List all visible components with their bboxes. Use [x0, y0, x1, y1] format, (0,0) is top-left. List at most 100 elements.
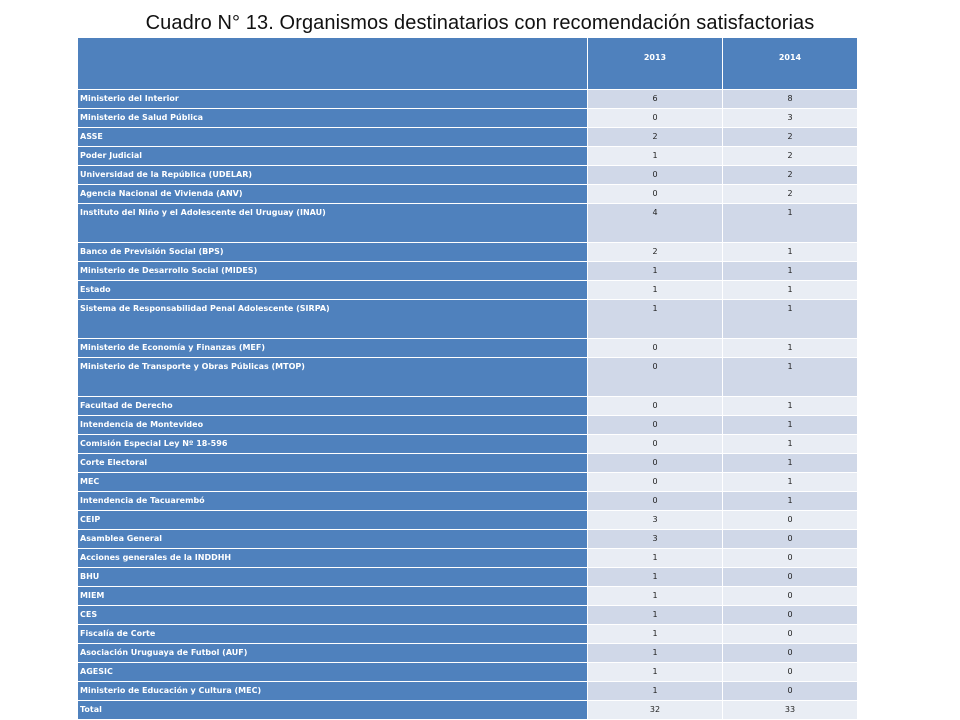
value-2013-cell: 0 [588, 473, 723, 492]
value-2014-cell: 0 [723, 568, 858, 587]
value-2013-cell: 1 [588, 625, 723, 644]
organismo-cell: Ministerio de Salud Pública [78, 109, 588, 128]
value-2014-cell: 1 [723, 397, 858, 416]
organismo-cell: Ministerio de Economía y Finanzas (MEF) [78, 339, 588, 358]
table-row: Intendencia de Tacuarembó 0 1 [78, 492, 858, 511]
value-2014-cell: 2 [723, 166, 858, 185]
table-row: Corte Electoral 0 1 [78, 454, 858, 473]
value-2014-cell: 2 [723, 185, 858, 204]
value-2014-cell: 1 [723, 416, 858, 435]
value-2013-cell: 1 [588, 663, 723, 682]
value-2013-cell: 1 [588, 568, 723, 587]
organismo-cell: Instituto del Niño y el Adolescente del … [78, 204, 588, 243]
table-row: Universidad de la República (UDELAR) 0 2 [78, 166, 858, 185]
value-2014-cell: 1 [723, 243, 858, 262]
organismo-cell: Intendencia de Montevideo [78, 416, 588, 435]
value-2014-cell: 1 [723, 435, 858, 454]
value-2014-cell: 0 [723, 587, 858, 606]
value-2013-cell: 1 [588, 262, 723, 281]
value-2013-cell: 1 [588, 606, 723, 625]
page-title: Cuadro N° 13. Organismos destinatarios c… [145, 12, 815, 34]
value-2013-cell: 1 [588, 549, 723, 568]
table-row: MIEM 1 0 [78, 587, 858, 606]
table-row: Comisión Especial Ley Nº 18-596 0 1 [78, 435, 858, 454]
value-2014-cell: 1 [723, 339, 858, 358]
header-2014: 2014 [723, 38, 858, 90]
value-2013-cell: 1 [588, 281, 723, 300]
organismo-cell: Intendencia de Tacuarembó [78, 492, 588, 511]
table-row: Facultad de Derecho 0 1 [78, 397, 858, 416]
table-row: Instituto del Niño y el Adolescente del … [78, 204, 858, 243]
value-2013-cell: 0 [588, 492, 723, 511]
value-2014-cell: 1 [723, 492, 858, 511]
table-row: MEC 0 1 [78, 473, 858, 492]
value-2013-cell: 32 [588, 701, 723, 720]
recommendations-table: 2013 2014 Ministerio del Interior 6 8 Minis… [78, 38, 858, 720]
organismo-cell: Corte Electoral [78, 454, 588, 473]
table-row: Estado 1 1 [78, 281, 858, 300]
organismo-cell: MIEM [78, 587, 588, 606]
value-2013-cell: 1 [588, 682, 723, 701]
value-2014-cell: 0 [723, 663, 858, 682]
header-2013: 2013 [588, 38, 723, 90]
table-row: Ministerio de Salud Pública 0 3 [78, 109, 858, 128]
value-2013-cell: 0 [588, 397, 723, 416]
table-row: Ministerio de Educación y Cultura (MEC) 1… [78, 682, 858, 701]
value-2013-cell: 0 [588, 435, 723, 454]
value-2014-cell: 1 [723, 454, 858, 473]
value-2014-cell: 3 [723, 109, 858, 128]
organismo-cell: Banco de Previsión Social (BPS) [78, 243, 588, 262]
value-2014-cell: 1 [723, 204, 858, 243]
organismo-cell: Acciones generales de la INDDHH [78, 549, 588, 568]
value-2014-cell: 2 [723, 128, 858, 147]
organismo-cell: MEC [78, 473, 588, 492]
organismo-cell: AGESIC [78, 663, 588, 682]
table-row: Ministerio de Transporte y Obras Pública… [78, 358, 858, 397]
value-2014-cell: 0 [723, 530, 858, 549]
organismo-cell: Asociación Uruguaya de Futbol (AUF) [78, 644, 588, 663]
table-header-row: 2013 2014 [78, 38, 858, 90]
header-organismo [78, 38, 588, 90]
table-row: Acciones generales de la INDDHH 1 0 [78, 549, 858, 568]
table-row: Intendencia de Montevideo 0 1 [78, 416, 858, 435]
table-row: AGESIC 1 0 [78, 663, 858, 682]
value-2014-cell: 1 [723, 358, 858, 397]
value-2014-cell: 0 [723, 682, 858, 701]
table-row: Poder Judicial 1 2 [78, 147, 858, 166]
organismo-cell: Asamblea General [78, 530, 588, 549]
value-2013-cell: 4 [588, 204, 723, 243]
value-2013-cell: 6 [588, 90, 723, 109]
value-2014-cell: 0 [723, 511, 858, 530]
value-2014-cell: 33 [723, 701, 858, 720]
organismo-cell: Facultad de Derecho [78, 397, 588, 416]
value-2013-cell: 2 [588, 128, 723, 147]
value-2013-cell: 1 [588, 147, 723, 166]
organismo-cell: Ministerio de Transporte y Obras Pública… [78, 358, 588, 397]
organismo-cell: CEIP [78, 511, 588, 530]
value-2014-cell: 1 [723, 473, 858, 492]
value-2013-cell: 0 [588, 109, 723, 128]
value-2013-cell: 1 [588, 644, 723, 663]
organismo-cell: ASSE [78, 128, 588, 147]
table-row: ASSE 2 2 [78, 128, 858, 147]
value-2014-cell: 0 [723, 644, 858, 663]
value-2013-cell: 0 [588, 185, 723, 204]
table-row: Asociación Uruguaya de Futbol (AUF) 1 0 [78, 644, 858, 663]
value-2014-cell: 0 [723, 606, 858, 625]
value-2013-cell: 0 [588, 166, 723, 185]
organismo-cell: CES [78, 606, 588, 625]
table-row: Ministerio del Interior 6 8 [78, 90, 858, 109]
value-2014-cell: 1 [723, 281, 858, 300]
value-2014-cell: 1 [723, 262, 858, 281]
value-2013-cell: 3 [588, 530, 723, 549]
table-row: CES 1 0 [78, 606, 858, 625]
organismo-cell: Ministerio de Desarrollo Social (MIDES) [78, 262, 588, 281]
table-row: Ministerio de Desarrollo Social (MIDES) 1… [78, 262, 858, 281]
organismo-cell: Universidad de la República (UDELAR) [78, 166, 588, 185]
value-2014-cell: 0 [723, 625, 858, 644]
organismo-cell: Total [78, 701, 588, 720]
table-row: Banco de Previsión Social (BPS) 2 1 [78, 243, 858, 262]
value-2014-cell: 8 [723, 90, 858, 109]
table-row: BHU 1 0 [78, 568, 858, 587]
value-2013-cell: 0 [588, 358, 723, 397]
